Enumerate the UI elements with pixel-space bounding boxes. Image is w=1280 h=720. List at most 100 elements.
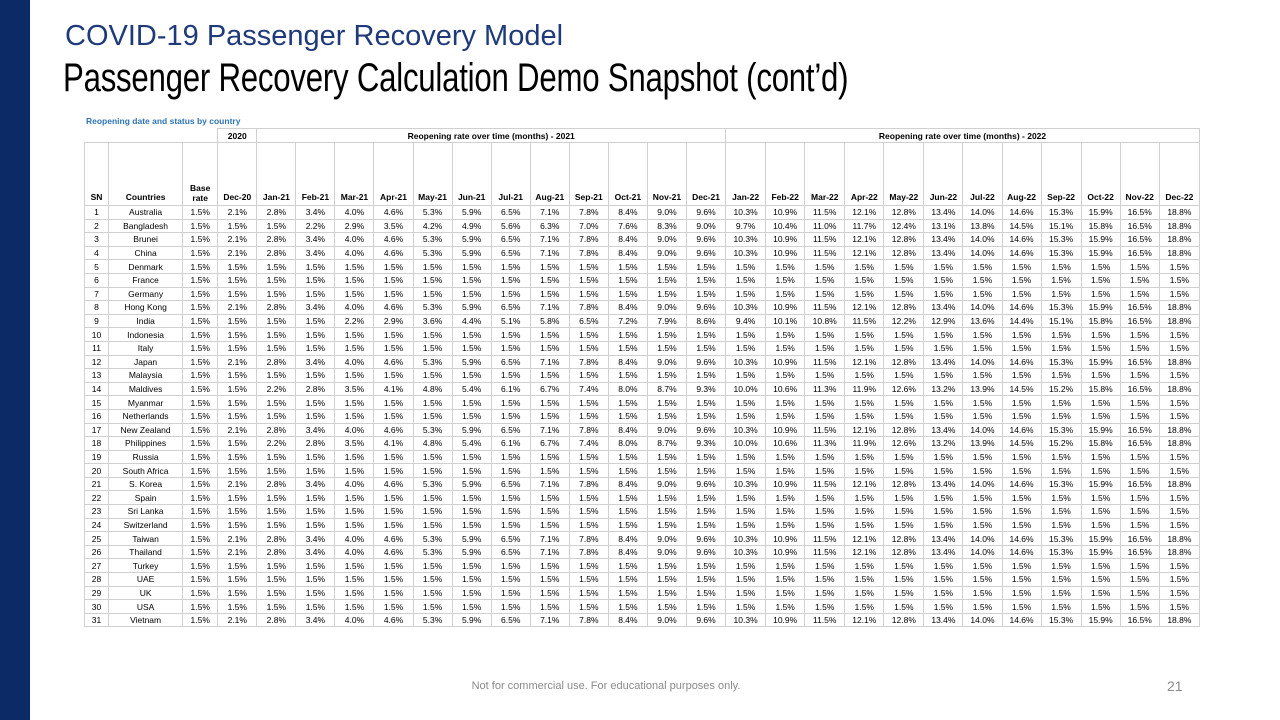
rate-cell: 16.5% — [1119, 612, 1160, 628]
rate-cell: 12.1% — [844, 300, 885, 315]
rate-cell: 1.5% — [844, 340, 885, 356]
rate-cell: 1.5% — [725, 286, 767, 302]
rate-cell: 1.5% — [685, 272, 727, 288]
rate-cell: 1.5% — [217, 395, 258, 410]
country-cell: Vietnam — [108, 612, 184, 628]
rate-cell: 15.3% — [1040, 232, 1082, 247]
rate-cell: 1.5% — [334, 558, 375, 574]
rate-cell: 1.5% — [182, 259, 219, 274]
rate-cell: 1.5% — [334, 408, 375, 424]
rate-cell: 5.3% — [412, 612, 453, 628]
rate-cell: 1.5% — [295, 599, 336, 614]
rate-cell: 1.5% — [1001, 340, 1042, 356]
rate-cell: 11.5% — [804, 612, 846, 628]
rate-cell: 1.5% — [373, 585, 414, 601]
rate-cell: 9.0% — [646, 205, 687, 220]
rate-cell: 1.5% — [725, 572, 767, 587]
rate-cell: 13.4% — [923, 354, 964, 370]
rate-cell: 1.5% — [765, 340, 806, 356]
rate-cell: 1.5% — [725, 585, 767, 601]
rate-cell: 1.5% — [451, 395, 492, 410]
rate-cell: 11.5% — [804, 232, 846, 247]
rate-cell: 1.5% — [182, 368, 219, 383]
rate-cell: 1.5% — [256, 313, 297, 329]
rate-cell: 1.5% — [451, 286, 492, 302]
reopening-table-container: 2020 Reopening rate over time (months) -… — [83, 128, 1201, 628]
rate-cell: 4.6% — [373, 245, 414, 261]
rate-cell: 8.4% — [607, 354, 648, 370]
country-cell: France — [108, 272, 184, 288]
rate-cell: 1.5% — [182, 205, 219, 220]
rate-cell: 1.5% — [568, 368, 609, 383]
rate-cell: 1.5% — [217, 408, 258, 424]
rate-cell: 1.5% — [607, 599, 648, 614]
rate-cell: 4.1% — [373, 381, 414, 397]
slide-subtitle: COVID-19 Passenger Recovery Model — [65, 20, 564, 52]
rate-cell: 1.5% — [883, 340, 925, 356]
rate-cell: 11.3% — [804, 381, 846, 397]
rate-cell: 1.5% — [412, 286, 453, 302]
rate-cell: 1.5% — [923, 286, 964, 302]
rate-cell: 1.5% — [685, 340, 727, 356]
rate-cell: 3.4% — [295, 205, 336, 220]
rate-cell: 1.5% — [217, 436, 258, 451]
row-number-cell: 31 — [83, 612, 110, 628]
rate-cell: 1.5% — [1158, 449, 1201, 465]
rate-cell: 1.5% — [451, 340, 492, 356]
rate-cell: 1.5% — [373, 408, 414, 424]
rate-cell: 1.5% — [923, 517, 964, 533]
rate-cell: 1.5% — [765, 327, 806, 342]
rate-cell: 1.5% — [334, 463, 375, 478]
rate-cell: 7.8% — [568, 544, 609, 560]
rate-cell: 1.5% — [217, 517, 258, 533]
rate-cell: 1.5% — [1080, 558, 1121, 574]
rate-cell: 1.5% — [217, 286, 258, 302]
rate-cell: 2.1% — [217, 205, 258, 220]
rate-cell: 1.5% — [182, 436, 219, 451]
rate-cell: 6.1% — [490, 436, 531, 451]
rate-cell: 1.5% — [883, 368, 925, 383]
rate-cell: 1.5% — [883, 272, 925, 288]
rate-cell: 5.9% — [451, 476, 492, 492]
rate-cell: 1.5% — [1080, 599, 1121, 614]
rate-cell: 16.5% — [1119, 245, 1160, 261]
rate-cell: 1.5% — [607, 327, 648, 342]
rate-cell: 1.5% — [295, 368, 336, 383]
rate-cell: 10.9% — [765, 245, 806, 261]
rate-cell: 1.5% — [765, 259, 806, 274]
page-number: 21 — [1167, 678, 1183, 694]
rate-cell: 7.2% — [607, 313, 648, 329]
rate-cell: 7.1% — [529, 300, 570, 315]
rate-cell: 1.5% — [529, 517, 570, 533]
rate-cell: 1.5% — [217, 368, 258, 383]
rate-cell: 1.5% — [1158, 272, 1201, 288]
rate-cell: 1.5% — [725, 368, 767, 383]
table-row: 15 Myanmar 1.5% 1.5% 1.5% 1.5% 1.5% 1.5% 1.5% 1.5… — [83, 395, 1201, 410]
rate-cell: 1.5% — [182, 476, 219, 492]
rate-cell: 2.1% — [217, 300, 258, 315]
rate-cell: 1.5% — [182, 599, 219, 614]
rate-cell: 9.3% — [685, 436, 727, 451]
rate-cell: 13.4% — [923, 612, 964, 628]
rate-cell: 18.8% — [1158, 476, 1201, 492]
rate-cell: 16.5% — [1119, 476, 1160, 492]
rate-cell: 1.5% — [295, 395, 336, 410]
rate-cell: 9.0% — [646, 354, 687, 370]
rate-cell: 1.5% — [373, 259, 414, 274]
rate-cell: 2.8% — [256, 422, 297, 438]
rate-cell: 15.3% — [1040, 354, 1082, 370]
rate-cell: 1.5% — [334, 572, 375, 587]
rate-cell: 18.8% — [1158, 300, 1201, 315]
table-row: 11 Italy 1.5% 1.5% 1.5% 1.5% 1.5% 1.5% 1.5% 1.5% 1… — [83, 340, 1201, 356]
rate-cell: 10.3% — [725, 476, 767, 492]
row-number-cell: 8 — [83, 300, 110, 315]
rate-cell: 1.5% — [685, 327, 727, 342]
rate-cell: 3.5% — [334, 436, 375, 451]
rate-cell: 1.5% — [412, 517, 453, 533]
table-row: 13 Malaysia 1.5% 1.5% 1.5% 1.5% 1.5% 1.5% 1.5% 1.… — [83, 368, 1201, 383]
rate-cell: 10.3% — [725, 245, 767, 261]
rate-cell: 13.4% — [923, 205, 964, 220]
rate-cell: 1.5% — [765, 490, 806, 506]
rate-cell: 1.5% — [256, 395, 297, 410]
rate-cell: 2.1% — [217, 476, 258, 492]
